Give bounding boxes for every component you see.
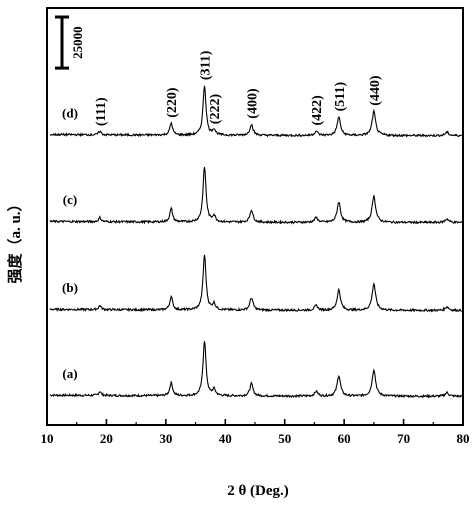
x-axis-title: 2 θ (Deg.) (227, 483, 289, 499)
trace-label: (d) (62, 105, 78, 120)
plot-border (46, 7, 464, 426)
hkl-label: (422) (310, 95, 325, 126)
hkl-label: (400) (245, 88, 260, 119)
scale-bar: 25000 (55, 15, 85, 70)
x-tick-label: 40 (219, 431, 232, 446)
plot-frame (46, 7, 464, 426)
trace-a (49, 341, 463, 399)
hkl-label: (222) (208, 94, 223, 125)
trace-label: (a) (62, 366, 77, 381)
x-tick-label: 30 (159, 431, 172, 446)
hkl-label: (111) (94, 97, 109, 126)
x-tick-label: 20 (100, 431, 113, 446)
x-ticks-group: 10 20 30 40 50 60 70 80 (41, 419, 470, 446)
x-tick-label: 50 (278, 431, 291, 446)
hkl-label: (311) (199, 50, 214, 80)
trace-label: (b) (62, 280, 78, 295)
y-axis-title: 强度（a. u.） (6, 196, 24, 283)
x-tick-label: 70 (397, 431, 410, 446)
x-tick-label: 60 (338, 431, 351, 446)
trace-b (49, 254, 462, 313)
x-tick-label: 80 (457, 431, 470, 446)
hkl-label: (220) (165, 87, 180, 118)
hkl-label: (511) (333, 82, 348, 112)
labels-group: (111) (220) (311) (222) (400) (422) (511) (440)… (62, 50, 383, 381)
traces-group (49, 85, 463, 399)
trace-label: (c) (63, 192, 77, 207)
trace-c (49, 167, 463, 225)
x-tick-label: 10 (41, 431, 54, 446)
hkl-label: (440) (368, 75, 383, 106)
trace-d (49, 85, 462, 138)
scale-bar-label: 25000 (70, 26, 85, 59)
